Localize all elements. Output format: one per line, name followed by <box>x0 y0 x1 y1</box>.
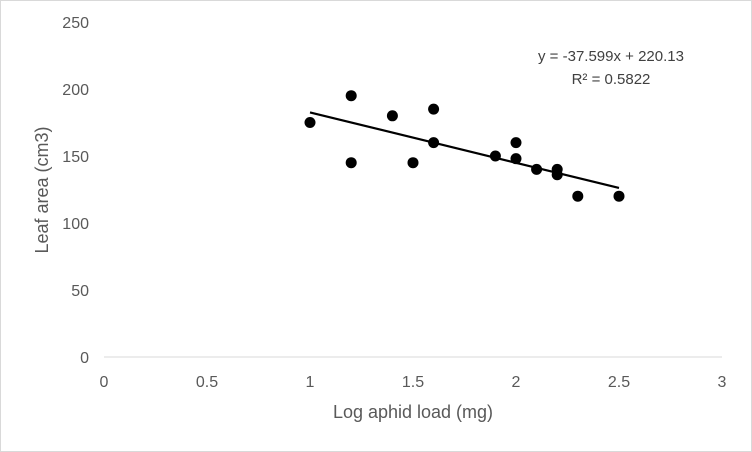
x-tick-label: 2.5 <box>608 374 630 391</box>
x-tick-label: 3 <box>718 374 727 391</box>
data-points <box>304 90 625 202</box>
trendline <box>309 111 620 190</box>
x-tick-label: 2 <box>512 374 521 391</box>
data-point <box>551 169 563 181</box>
y-tick-label: 50 <box>71 283 89 300</box>
data-point <box>345 157 357 169</box>
y-tick-label: 150 <box>62 149 89 166</box>
data-point <box>572 190 584 202</box>
data-point <box>428 103 440 115</box>
y-tick-label: 100 <box>62 216 89 233</box>
data-point <box>510 137 522 149</box>
data-point <box>304 117 316 128</box>
y-tick-label: 250 <box>62 15 89 32</box>
y-axis-title: Leaf area (cm3) <box>32 126 52 253</box>
x-axis-title: Log aphid load (mg) <box>333 402 493 422</box>
data-point <box>510 153 522 165</box>
data-point <box>386 110 398 122</box>
y-tick-label: 0 <box>80 350 89 367</box>
data-point <box>489 150 501 162</box>
trendline-equation: y = -37.599x + 220.13 <box>538 48 684 65</box>
data-point <box>345 90 357 102</box>
y-tick-labels: 0 50 100 150 200 250 <box>62 15 89 367</box>
x-tick-labels: 0 0.5 1 1.5 2 2.5 3 <box>100 374 727 391</box>
data-point <box>613 190 625 202</box>
x-tick-label: 1.5 <box>402 374 424 391</box>
trendline-r-squared: R² = 0.5822 <box>572 71 651 88</box>
x-tick-label: 0.5 <box>196 374 218 391</box>
x-tick-label: 1 <box>306 374 315 391</box>
data-point <box>531 163 543 175</box>
data-point <box>428 137 440 149</box>
y-tick-label: 200 <box>62 82 89 99</box>
x-tick-label: 0 <box>100 374 109 391</box>
trendline-group <box>309 111 620 190</box>
data-point <box>407 157 419 169</box>
